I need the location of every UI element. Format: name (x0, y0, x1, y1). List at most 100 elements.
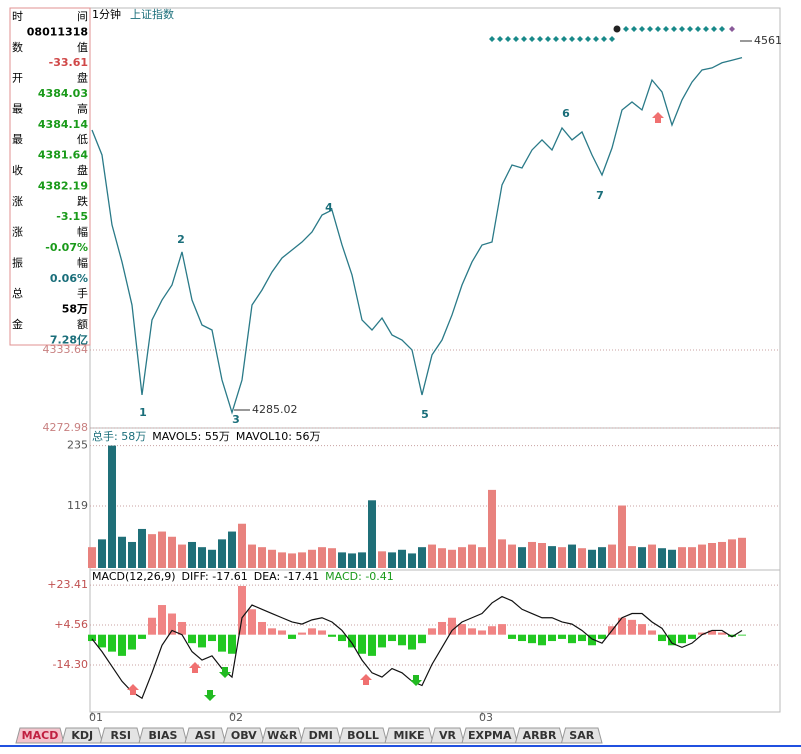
volume-bar (228, 531, 236, 568)
tab[interactable] (461, 727, 519, 744)
macd-bar (128, 634, 136, 650)
info-label: 幅 (77, 226, 88, 239)
macd-bar (318, 630, 326, 635)
tab[interactable] (15, 727, 65, 744)
macd-bar (338, 634, 346, 642)
tab[interactable] (222, 727, 265, 744)
info-value: -33.61 (49, 56, 88, 69)
macd-bar (258, 621, 266, 635)
tab[interactable] (338, 727, 388, 744)
x-tick-label: 03 (479, 711, 493, 724)
macd-bar (628, 619, 636, 635)
macd-bar (618, 617, 626, 635)
macd-bar (578, 634, 586, 642)
volume-bar (398, 549, 406, 568)
macd-bar (378, 634, 386, 648)
symbol: 上证指数 (130, 7, 174, 21)
info-value: 0.06% (50, 272, 88, 285)
info-label: 涨 (12, 226, 23, 239)
macd-bar (698, 632, 706, 635)
buy-arrow (127, 684, 139, 695)
macd-bar (88, 634, 96, 642)
macd-bar (458, 624, 466, 635)
price-label: 4285.02 (252, 403, 298, 416)
tab[interactable] (61, 727, 104, 744)
price-label: 4561 (754, 34, 782, 47)
tab[interactable] (261, 727, 304, 744)
signal-diamond (569, 36, 575, 42)
signal-diamond (687, 26, 693, 32)
volume-bar (158, 531, 166, 568)
volume-bar (448, 549, 456, 568)
sell-arrow (410, 675, 422, 686)
tab[interactable] (514, 727, 565, 744)
info-label: 盘 (77, 71, 88, 85)
info-value: 08011318 (27, 25, 88, 38)
macd-header: MACD(12,26,9) DIFF: -17.61 DEA: -17.41 MACD… (92, 570, 394, 583)
info-value: -0.07% (45, 241, 88, 254)
volume-bar (488, 489, 496, 568)
volume-bar (608, 544, 616, 568)
wave-label: 2 (177, 233, 185, 246)
macd-bar (438, 621, 446, 635)
volume-bar (258, 547, 266, 568)
volume-bar (698, 544, 706, 568)
macd-bar (348, 634, 356, 648)
volume-bar (578, 548, 586, 568)
tab[interactable] (138, 727, 188, 744)
signal-diamond (695, 26, 701, 32)
tab[interactable] (184, 727, 227, 744)
signal-diamond (497, 36, 503, 42)
wave-label: 5 (421, 408, 429, 421)
volume-bar (508, 544, 516, 568)
tab[interactable] (99, 727, 142, 744)
tab-label: OBV (231, 729, 257, 742)
macd-bar (408, 634, 416, 650)
price-line (91, 57, 743, 415)
macd-bar (278, 630, 286, 635)
tab[interactable] (384, 727, 434, 744)
macd-bar (568, 634, 576, 644)
macd-bar (718, 632, 726, 635)
y-tick-label: -14.30 (53, 658, 88, 671)
signal-diamond (553, 36, 559, 42)
macd-bar (728, 634, 736, 637)
volume-bar (288, 553, 296, 568)
macd-bar (468, 628, 476, 635)
info-label: 数 (12, 41, 23, 54)
plot-frame (89, 7, 781, 713)
volume-bar (718, 541, 726, 568)
macd-bar (638, 624, 646, 635)
volume-bar (458, 547, 466, 568)
tab[interactable] (299, 727, 342, 744)
info-value: 4381.64 (38, 149, 88, 162)
tab-label: ARBR (523, 729, 557, 742)
volume-header: 总手: 58万 MAVOL5: 55万 MAVOL10: 56万 (92, 429, 320, 443)
tab-label: SAR (569, 729, 594, 742)
header-item: DIFF: -17.61 (182, 570, 248, 583)
tab[interactable] (560, 727, 603, 744)
info-label: 涨 (12, 195, 23, 208)
info-label: 幅 (77, 256, 88, 269)
sell-arrow (204, 690, 216, 701)
signal-diamond (577, 36, 583, 42)
info-value: -3.15 (56, 210, 88, 223)
volume-bar (568, 544, 576, 568)
header-item: 总手: 58万 (92, 429, 146, 443)
macd-bar (268, 628, 276, 635)
volume-bar (408, 553, 416, 568)
volume-bar (188, 541, 196, 568)
volume-bar (688, 547, 696, 568)
signal-diamond (529, 36, 535, 42)
volume-bar (108, 445, 116, 568)
volume-bar (118, 536, 126, 568)
tab-label: BIAS (149, 729, 178, 742)
macd-bar (658, 634, 666, 642)
tab[interactable] (430, 727, 465, 744)
info-label: 高 (77, 101, 88, 115)
macd-bar (358, 634, 366, 654)
info-label: 间 (77, 10, 88, 23)
wave-label: 1 (139, 406, 147, 419)
buy-arrow (189, 662, 201, 673)
x-tick-label: 01 (89, 711, 103, 724)
